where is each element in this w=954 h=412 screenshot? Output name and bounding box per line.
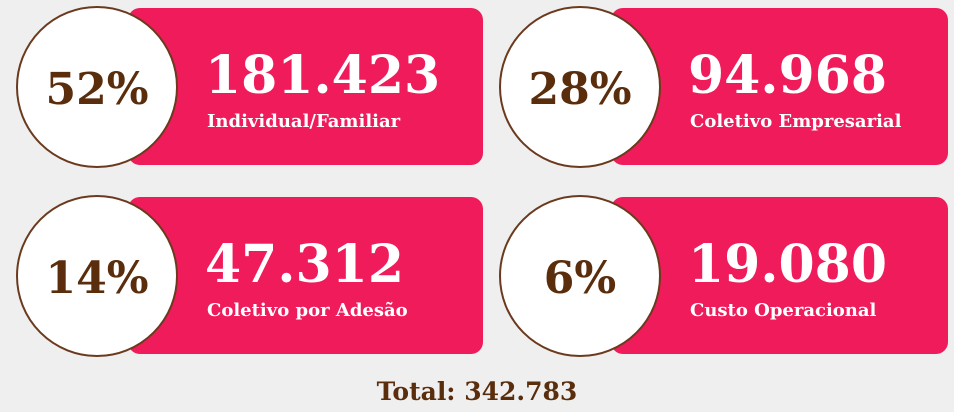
percent-circle [16, 195, 178, 357]
percent: 14% [45, 253, 148, 304]
percent: 6% [544, 253, 616, 304]
percent-circle [16, 6, 178, 168]
percent: 28% [528, 64, 631, 115]
card [611, 197, 948, 354]
value: 19.080 [688, 234, 887, 295]
label: Individual/Familiar [207, 111, 401, 132]
card [128, 197, 483, 354]
percent-circle [499, 195, 661, 357]
label: Custo Operacional [690, 300, 877, 321]
percent: 52% [45, 64, 148, 115]
value: 181.423 [205, 45, 440, 106]
value: 94.968 [688, 45, 887, 106]
label: Coletivo por Adesão [207, 300, 408, 321]
card [128, 8, 483, 165]
value: 47.312 [205, 234, 404, 295]
card [611, 8, 948, 165]
percent-circle [499, 6, 661, 168]
label: Coletivo Empresarial [690, 111, 902, 132]
total: Total: 342.783 [377, 377, 578, 406]
